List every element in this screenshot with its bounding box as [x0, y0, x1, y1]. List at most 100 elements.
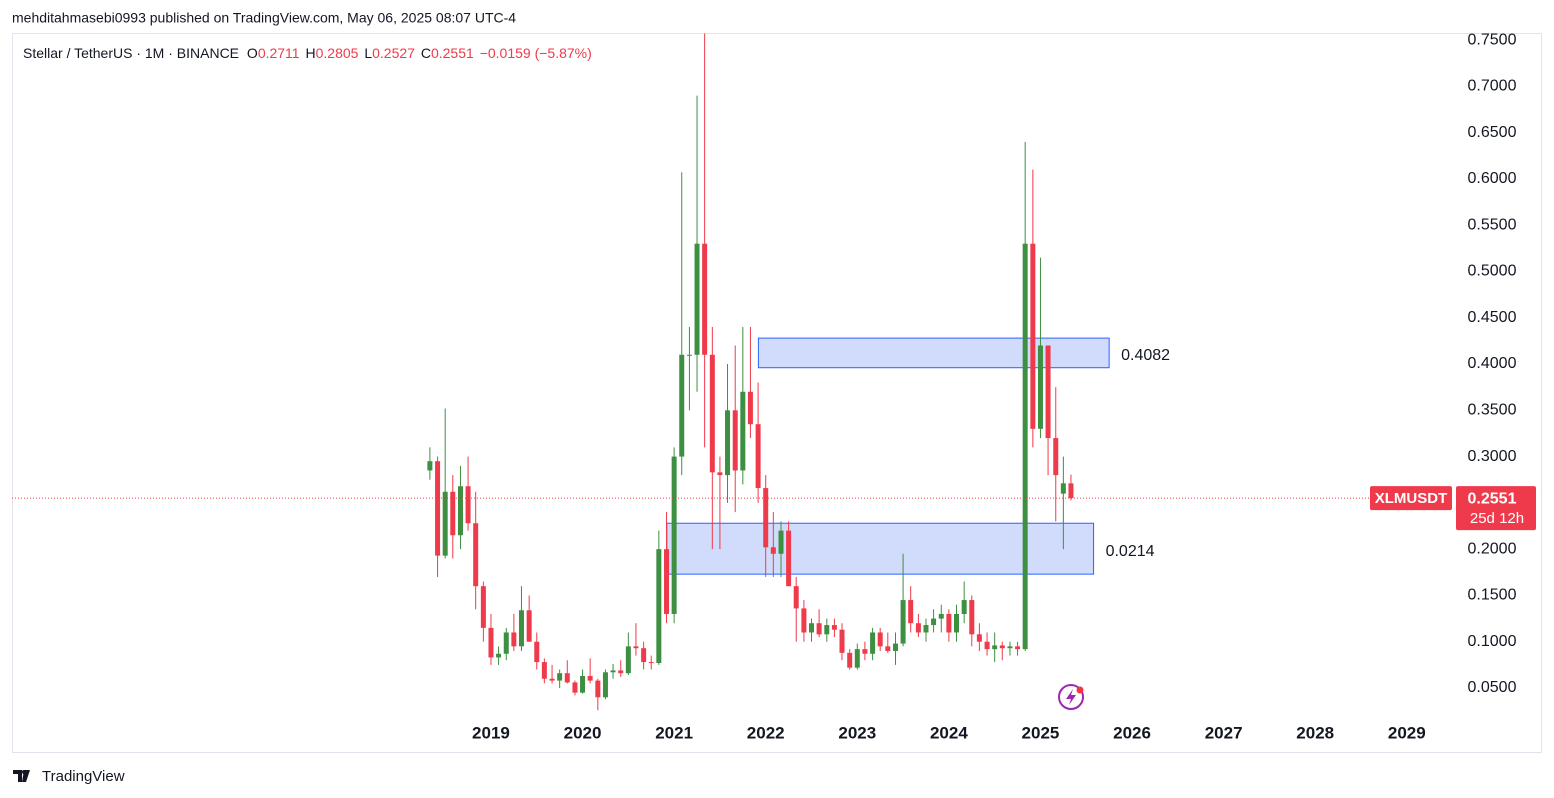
candle-body	[686, 354, 692, 356]
legend-key: L	[364, 45, 372, 61]
legend-value: 0.2527	[372, 45, 415, 61]
y-tick-label: 0.1000	[1468, 633, 1517, 650]
y-tick-label: 0.1500	[1468, 587, 1517, 604]
candle-body	[572, 682, 578, 693]
candle-body	[847, 652, 853, 668]
candle-body	[1030, 243, 1036, 429]
candle-body	[503, 632, 509, 654]
legend: Stellar / TetherUS · 1M · BINANCE O0.271…	[23, 45, 592, 61]
candle-body	[747, 391, 753, 425]
legend-key: H	[305, 45, 315, 61]
candle-body	[732, 410, 738, 471]
candle-body	[854, 649, 860, 668]
byline: mehditahmasebi0993 published on TradingV…	[12, 10, 516, 26]
candle-body	[541, 662, 547, 679]
candle-body	[816, 623, 822, 635]
logo-dot	[22, 770, 26, 774]
alert-dot	[1076, 686, 1084, 694]
candle-body	[763, 488, 769, 548]
candle-body	[473, 523, 479, 587]
candle-body	[465, 486, 471, 524]
candle-body	[457, 486, 463, 536]
y-tick-label: 0.0500	[1468, 679, 1517, 696]
y-tick-label: 0.7000	[1468, 78, 1517, 95]
candle-body	[1037, 345, 1043, 429]
candle-body	[580, 675, 586, 693]
chart-frame	[12, 33, 1542, 753]
y-tick-label: 0.6500	[1468, 124, 1517, 141]
y-tick-label: 0.2000	[1468, 540, 1517, 557]
candle-body	[809, 623, 815, 633]
candle-body	[1068, 483, 1074, 499]
price-label: 0.2551	[1468, 490, 1517, 507]
zone	[666, 522, 1095, 575]
candle-body	[992, 645, 998, 650]
candle-body	[618, 670, 624, 674]
legend-title: Stellar / TetherUS · 1M · BINANCE	[23, 45, 239, 61]
x-tick-label: 2029	[1388, 723, 1426, 742]
candle-body	[938, 613, 944, 619]
x-tick-label: 2024	[930, 723, 968, 742]
candle-body	[725, 410, 731, 476]
legend-value: 0.2711	[258, 45, 300, 61]
x-tick-label: 2025	[1022, 723, 1060, 742]
candle-body	[786, 530, 792, 587]
candle-body	[549, 678, 555, 681]
candle-body	[595, 680, 601, 698]
x-tick-label: 2028	[1296, 723, 1334, 742]
candle-body	[671, 456, 677, 614]
x-tick-label: 2022	[747, 723, 785, 742]
zone-label: 0.0214	[1106, 543, 1155, 560]
candle-body	[801, 608, 807, 633]
symbol-label: XLMUSDT	[1375, 490, 1448, 507]
candle-body	[969, 600, 975, 635]
y-tick-label: 0.5500	[1468, 216, 1517, 233]
candle-body	[442, 491, 448, 556]
candle-body	[984, 641, 990, 650]
candle-body	[961, 600, 967, 614]
y-tick-label: 0.4500	[1468, 309, 1517, 326]
candle-body	[900, 600, 906, 644]
x-tick-label: 2020	[564, 723, 602, 742]
legend-value: 0.2551	[431, 45, 474, 61]
candle-body	[641, 648, 647, 663]
candle-body	[664, 549, 670, 614]
price-badge	[1456, 486, 1536, 531]
zone-label: 0.4082	[1121, 347, 1170, 364]
logo-mark	[13, 770, 30, 782]
candle-body	[1053, 438, 1059, 476]
y-tick-label: 0.5000	[1468, 263, 1517, 280]
candle-body	[740, 391, 746, 471]
candle-body	[1015, 646, 1021, 650]
candle-body	[892, 643, 898, 651]
y-tick-label: 0.7500	[1468, 31, 1517, 48]
legend-key: O	[247, 45, 258, 61]
candle-body	[870, 632, 876, 654]
candle-body	[717, 472, 723, 476]
x-tick-label: 2021	[655, 723, 693, 742]
alert-bolt	[1066, 689, 1076, 705]
candle-body	[923, 625, 929, 633]
y-tick-label: 0.3500	[1468, 402, 1517, 419]
candle-body	[755, 424, 761, 489]
alert-icon[interactable]	[1058, 684, 1084, 710]
candle-body	[824, 625, 830, 635]
x-tick-label: 2019	[472, 723, 510, 742]
candle-body	[885, 646, 891, 651]
candle-body	[953, 613, 959, 633]
symbol-badge	[1370, 486, 1452, 511]
candle-body	[518, 610, 524, 647]
candle-body	[633, 646, 639, 649]
candle-body	[511, 632, 517, 647]
candle-body	[480, 586, 486, 628]
candle-body	[1045, 345, 1051, 439]
candle-body	[1007, 646, 1013, 649]
candle-body	[770, 547, 776, 554]
footer-brand: TradingView	[42, 768, 125, 785]
candle-body	[908, 600, 914, 624]
candle-body	[488, 627, 494, 658]
candle-body	[915, 623, 921, 633]
footer-logo[interactable]: TradingView	[13, 768, 125, 785]
candle-body	[839, 629, 845, 653]
